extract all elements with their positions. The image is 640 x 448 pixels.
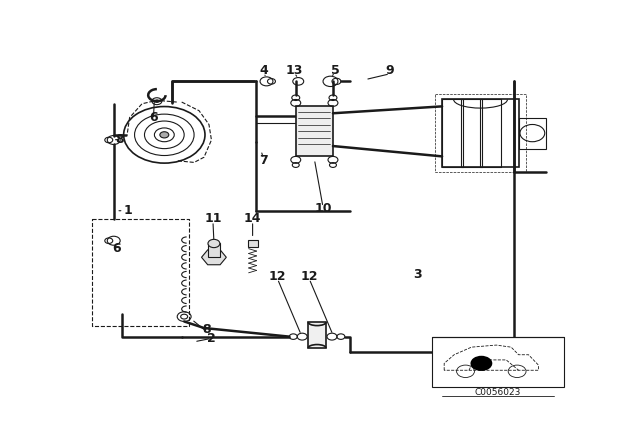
- Text: 2: 2: [207, 332, 216, 345]
- Text: 8: 8: [202, 323, 211, 336]
- Text: 13: 13: [285, 64, 303, 77]
- Bar: [480, 99, 500, 167]
- Bar: [442, 99, 463, 167]
- Bar: [461, 99, 482, 167]
- Text: 8: 8: [116, 133, 124, 146]
- Bar: [308, 322, 326, 348]
- Text: 9: 9: [386, 64, 394, 77]
- Text: 6: 6: [112, 242, 121, 255]
- Text: 4: 4: [259, 64, 268, 77]
- Bar: [442, 99, 519, 167]
- Text: 3: 3: [413, 268, 422, 281]
- Bar: [208, 244, 220, 257]
- Text: 10: 10: [314, 202, 332, 215]
- Text: 14: 14: [244, 212, 261, 225]
- Text: C0056023: C0056023: [475, 388, 521, 397]
- Text: 12: 12: [269, 270, 286, 283]
- Bar: [519, 117, 547, 149]
- Circle shape: [208, 239, 220, 248]
- Circle shape: [154, 99, 159, 103]
- Bar: [296, 106, 333, 156]
- Text: 5: 5: [331, 64, 340, 77]
- Bar: [248, 240, 257, 247]
- Text: 7: 7: [259, 154, 268, 167]
- Text: 11: 11: [204, 212, 221, 225]
- Circle shape: [160, 132, 169, 138]
- Text: 12: 12: [300, 270, 318, 283]
- Bar: [432, 336, 564, 387]
- Text: 6: 6: [149, 111, 157, 124]
- Circle shape: [470, 356, 492, 371]
- Text: 1: 1: [124, 204, 132, 217]
